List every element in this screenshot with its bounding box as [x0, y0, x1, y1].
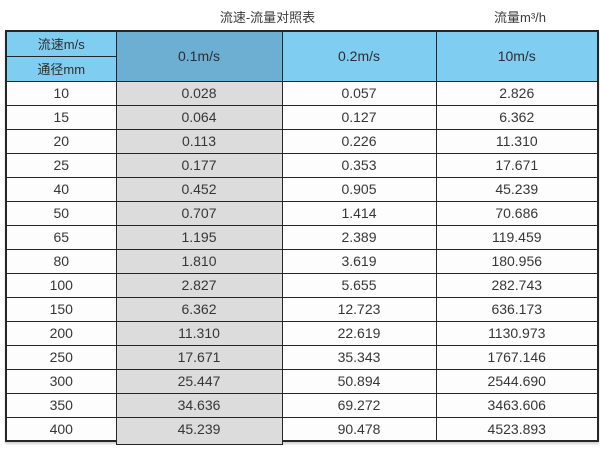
diameter-cell: 50	[5, 200, 117, 226]
flow-value-cell: 0.064	[115, 104, 283, 130]
flow-value-cell: 1.810	[115, 248, 283, 274]
table-title: 流速-流量对照表	[219, 10, 316, 25]
flow-value-cell: 90.478	[281, 416, 437, 442]
flow-value-cell: 0.905	[281, 176, 437, 202]
diameter-cell: 25	[5, 152, 117, 178]
column-header-1: 0.1m/s	[115, 30, 283, 82]
flow-value-cell: 2.827	[115, 272, 283, 298]
flow-value-cell: 0.127	[281, 104, 437, 130]
flow-value-cell: 1130.973	[435, 320, 599, 346]
flow-value-cell: 6.362	[115, 296, 283, 322]
flow-value-cell: 1.414	[281, 200, 437, 226]
table-row: 350 34.636 69.272 3463.606	[5, 392, 599, 418]
flow-value-cell: 35.343	[281, 344, 437, 370]
flow-value-cell: 11.310	[115, 320, 283, 346]
flow-table-wrap: 流速m/s 0.1m/s 0.2m/s 10m/s 通径mm 10 0.028 0.…	[5, 30, 599, 445]
table-row: 40 0.452 0.905 45.239	[5, 176, 599, 202]
diameter-cell: 20	[5, 128, 117, 154]
flow-value-cell: 5.655	[281, 272, 437, 298]
table-row: 100 2.827 5.655 282.743	[5, 272, 599, 298]
flow-value-cell: 4523.893	[435, 416, 599, 442]
flow-value-cell: 0.707	[115, 200, 283, 226]
table-row: 25 0.177 0.353 17.671	[5, 152, 599, 178]
diameter-cell: 150	[5, 296, 117, 322]
flow-value-cell: 6.362	[435, 104, 599, 130]
flow-value-cell: 25.447	[115, 368, 283, 394]
table-row: 250 17.671 35.343 1767.146	[5, 344, 599, 370]
flow-value-cell: 2544.690	[435, 368, 599, 394]
highlight-column-footer	[116, 440, 283, 445]
flow-value-cell: 2.389	[281, 224, 437, 250]
diameter-cell: 10	[5, 80, 117, 106]
flow-value-cell: 2.826	[435, 80, 599, 106]
flow-value-cell: 180.956	[435, 248, 599, 274]
flow-value-cell: 0.226	[281, 128, 437, 154]
table-row: 50 0.707 1.414 70.686	[5, 200, 599, 226]
header-row-velocity: 流速m/s 0.1m/s 0.2m/s 10m/s	[5, 30, 599, 82]
flow-value-cell: 69.272	[281, 392, 437, 418]
diameter-cell: 15	[5, 104, 117, 130]
table-row: 20 0.113 0.226 11.310	[5, 128, 599, 154]
flow-value-cell: 0.177	[115, 152, 283, 178]
flow-value-cell: 17.671	[435, 152, 599, 178]
flow-value-cell: 0.353	[281, 152, 437, 178]
flow-value-cell: 1767.146	[435, 344, 599, 370]
flow-value-cell: 0.057	[281, 80, 437, 106]
page-header: 流速-流量对照表 流量m³/h	[0, 0, 600, 30]
flow-value-cell: 0.452	[115, 176, 283, 202]
table-header: 流速m/s 0.1m/s 0.2m/s 10m/s 通径mm	[5, 30, 599, 82]
flow-value-cell: 3463.606	[435, 392, 599, 418]
table-row: 200 11.310 22.619 1130.973	[5, 320, 599, 346]
table-row: 10 0.028 0.057 2.826	[5, 80, 599, 106]
flow-value-cell: 45.239	[115, 416, 283, 442]
flow-value-cell: 282.743	[435, 272, 599, 298]
flow-value-cell: 12.723	[281, 296, 437, 322]
diameter-cell: 300	[5, 368, 117, 394]
header-row-diameter: 通径mm	[5, 55, 598, 82]
flow-value-cell: 11.310	[435, 128, 599, 154]
flow-value-cell: 45.239	[435, 176, 599, 202]
diameter-cell: 65	[5, 224, 117, 250]
flow-value-cell: 636.173	[435, 296, 599, 322]
flow-table: 流速m/s 0.1m/s 0.2m/s 10m/s 通径mm 10 0.028 0.…	[5, 30, 599, 442]
flow-value-cell: 22.619	[281, 320, 437, 346]
flow-value-cell: 0.113	[115, 128, 283, 154]
diameter-cell: 350	[5, 392, 117, 418]
column-header-2: 0.2m/s	[281, 30, 437, 82]
column-header-3: 10m/s	[435, 30, 599, 82]
diameter-cell: 40	[5, 176, 117, 202]
flow-value-cell: 50.894	[281, 368, 437, 394]
table-row: 300 25.447 50.894 2544.690	[5, 368, 599, 394]
table-body: 10 0.028 0.057 2.826 15 0.064 0.127 6.362 20 0.11…	[5, 80, 599, 442]
flow-value-cell: 34.636	[115, 392, 283, 418]
table-row: 150 6.362 12.723 636.173	[5, 296, 599, 322]
table-row: 80 1.810 3.619 180.956	[5, 248, 599, 274]
table-row: 400 45.239 90.478 4523.893	[5, 416, 599, 442]
table-row: 15 0.064 0.127 6.362	[5, 104, 599, 130]
diameter-cell: 100	[5, 272, 117, 298]
corner-diameter-label: 通径mm	[5, 55, 117, 82]
flow-value-cell: 1.195	[115, 224, 283, 250]
diameter-cell: 200	[5, 320, 117, 346]
flow-unit-label: 流量m³/h	[493, 10, 546, 25]
corner-velocity-label: 流速m/s	[5, 30, 117, 57]
flow-value-cell: 3.619	[281, 248, 437, 274]
flow-value-cell: 0.028	[115, 80, 283, 106]
diameter-cell: 80	[5, 248, 117, 274]
flow-value-cell: 17.671	[115, 344, 283, 370]
diameter-cell: 400	[5, 416, 117, 442]
flow-value-cell: 70.686	[435, 200, 599, 226]
table-row: 65 1.195 2.389 119.459	[5, 224, 599, 250]
diameter-cell: 250	[5, 344, 117, 370]
flow-value-cell: 119.459	[435, 224, 599, 250]
